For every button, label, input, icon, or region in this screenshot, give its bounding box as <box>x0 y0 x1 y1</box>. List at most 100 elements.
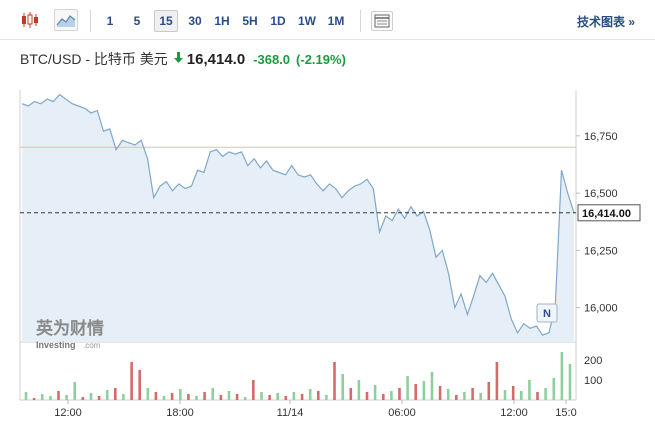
volume-bar <box>49 396 52 400</box>
volume-bar <box>446 389 450 400</box>
current-price-label: 16,414.00 <box>582 208 631 220</box>
current-price-box <box>577 204 641 222</box>
volume-tick-label: 200 <box>584 355 602 367</box>
volume-bar <box>333 362 336 400</box>
volume-bar <box>227 391 231 400</box>
volume-bar <box>520 391 523 400</box>
period-5h[interactable]: 5H <box>242 14 258 28</box>
volume-bar <box>528 380 531 400</box>
quote-header: BTC/USD - 比特币 美元 16,414.0 -368.0 (-2.19%… <box>20 49 346 69</box>
volume-bar <box>568 364 572 400</box>
down-arrow-icon <box>173 52 183 66</box>
period-1[interactable]: 1 <box>106 14 114 28</box>
period-1m[interactable]: 1M <box>327 14 345 28</box>
period-1w[interactable]: 1W <box>298 14 316 28</box>
volume-bar <box>357 380 361 400</box>
technical-chart-link[interactable]: 技术图表 » <box>576 15 635 29</box>
time-tick-label: 12:00 <box>54 407 82 419</box>
watermark-logo-cn: 英为财情 <box>36 318 104 339</box>
volume-bar <box>382 394 385 400</box>
time-tick-label: 18:00 <box>166 407 194 419</box>
volume-bar <box>463 392 466 400</box>
volume-bar <box>187 394 190 400</box>
watermark-logo-domain: .com <box>83 341 101 350</box>
period-1h[interactable]: 1H <box>214 14 230 28</box>
volume-bar <box>365 392 369 400</box>
price-line <box>21 93 575 336</box>
volume-bar <box>219 395 223 400</box>
volume-bar <box>422 381 426 400</box>
time-tick-label: 06:00 <box>388 407 416 419</box>
volume-bar <box>471 388 474 400</box>
period-1d[interactable]: 1D <box>270 14 286 28</box>
chart-toolbar: 1 5 15 30 1H 5H 1D 1W 1M 技术图表 » <box>0 0 655 40</box>
news-marker <box>536 303 558 323</box>
volume-bar <box>503 390 507 400</box>
volume-bar <box>406 376 409 400</box>
toolbar-divider <box>360 10 361 32</box>
volume-bar <box>325 395 328 400</box>
volume-bar <box>479 393 482 400</box>
volume-bar <box>511 386 515 400</box>
volume-bar <box>560 352 564 400</box>
instrument-name: BTC/USD - 比特币 美元 <box>20 51 168 67</box>
volume-bar <box>430 372 434 400</box>
volume-bar <box>170 393 174 400</box>
volume-bar <box>122 394 125 400</box>
volume-bar <box>114 388 117 400</box>
volume-bar <box>398 388 401 400</box>
volume-bar <box>390 391 393 400</box>
volume-bar <box>130 362 133 400</box>
watermark-logo-en: Investing <box>36 340 76 350</box>
volume-bar <box>455 395 458 400</box>
volume-bar <box>154 392 158 400</box>
price-tick-label: 16,250 <box>584 245 618 257</box>
volume-bar <box>195 396 198 400</box>
area-chart-icon[interactable] <box>54 9 78 31</box>
price-change: -368.0 <box>253 51 291 67</box>
volume-bar <box>57 391 60 400</box>
price-area-fill <box>22 94 574 342</box>
volume-bar <box>536 392 539 400</box>
volume-bar <box>260 392 263 400</box>
candlestick-icon[interactable] <box>18 9 42 31</box>
price-tick-label: 16,750 <box>584 131 618 143</box>
price-tick-label: 16,000 <box>584 303 618 315</box>
table-icon[interactable] <box>371 11 393 31</box>
volume-bar <box>203 392 206 400</box>
volume-bar <box>487 382 491 400</box>
volume-bar <box>317 391 320 400</box>
period-30[interactable]: 30 <box>188 14 202 28</box>
volume-bar <box>81 397 85 400</box>
volume-bar <box>414 384 417 400</box>
volume-bar <box>373 385 377 400</box>
volume-bar <box>73 382 76 400</box>
time-tick-label: 12:00 <box>500 407 528 419</box>
period-15[interactable]: 15 <box>154 10 178 32</box>
time-tick-label: 11/14 <box>277 407 304 419</box>
time-tick-label: 15:0 <box>555 407 576 419</box>
volume-bar <box>349 388 353 400</box>
volume-bar <box>235 394 239 400</box>
volume-bar <box>211 388 214 400</box>
period-5[interactable]: 5 <box>133 14 141 28</box>
volume-bar <box>32 398 36 400</box>
chart-canvas: 16,750 16,500 16,250 16,000 16,414.00 200 100 1… <box>19 90 641 419</box>
volume-bar <box>438 386 442 400</box>
price-chart[interactable]: 16,750 16,500 16,250 16,000 16,414.00 200 100 1… <box>0 80 655 441</box>
volume-bar <box>300 394 304 400</box>
volume-bar <box>138 370 141 400</box>
volume-bar <box>146 388 150 400</box>
volume-bar <box>252 380 255 400</box>
volume-bar <box>292 392 296 400</box>
price-change-percent: (-2.19%) <box>296 51 346 67</box>
volume-bar <box>284 396 288 400</box>
volume-bar <box>89 393 93 400</box>
last-price: 16,414.0 <box>186 50 246 68</box>
volume-bar <box>308 389 312 400</box>
price-tick-label: 16,500 <box>584 188 618 200</box>
volume-bar <box>495 362 499 400</box>
volume-bar <box>544 388 547 400</box>
volume-bar <box>97 396 101 400</box>
volume-bar <box>40 394 44 400</box>
